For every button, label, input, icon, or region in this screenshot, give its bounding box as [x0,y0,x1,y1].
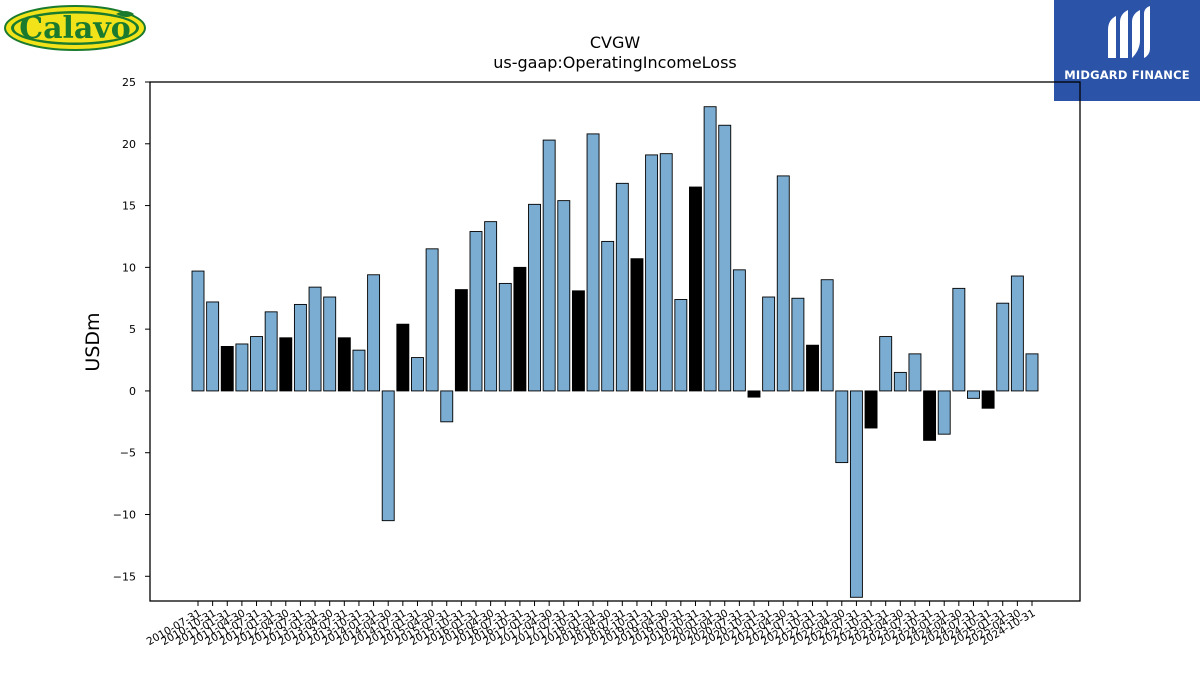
y-tick-label: −5 [120,447,136,460]
bar-2021-04-30 [776,175,790,392]
bar-2010-07-31 [191,270,205,392]
bar-2015-01-31 [411,357,424,392]
bar-2017-04-30 [542,139,556,392]
bar-2019-07-31 [674,299,688,392]
bar-2019-01-31 [645,154,659,392]
bar-2015-10-31 [454,289,468,392]
bars-group [191,106,1039,598]
y-tick-label: 20 [122,138,136,151]
y-tick-label: −15 [113,570,136,583]
bar-2024-07-31 [967,390,980,399]
bar-2018-07-31 [615,182,629,392]
bar-2024-04-30 [952,287,966,392]
bar-2025-04-30 [1010,275,1024,392]
bar-2018-01-31 [586,133,600,392]
bar-2013-07-31 [337,337,351,392]
bar-2018-10-31 [630,258,644,392]
midgard-finance-logo-mark [1108,6,1150,58]
bar-2021-10-31 [806,344,819,392]
y-axis-label: USDm [82,312,104,371]
bar-2017-01-31 [528,203,541,392]
bar-2023-04-30 [893,371,907,392]
midgard-finance-logo: MIDGARD FINANCE [1054,0,1200,101]
bar-2020-01-31 [703,106,717,392]
bar-2017-10-31 [571,290,585,392]
bar-2022-07-31 [849,390,863,598]
bar-2018-04-30 [601,240,615,392]
y-tick-label: 15 [122,200,136,213]
y-axis-ticks: −15 −10 −5 0 5 10 15 20 25 [113,76,150,583]
bar-2010-10-31 [206,301,220,392]
y-tick-label: 5 [129,323,136,336]
bar-2016-04-30 [484,221,498,392]
bar-2022-10-31 [864,390,878,429]
chart-subtitle: us-gaap:OperatingIncomeLoss [493,53,737,72]
bar-2016-07-31 [498,282,512,392]
calavo-logo-text: Calavo [19,11,131,46]
bar-2013-01-31 [308,286,322,392]
plot-area-frame [149,81,1081,602]
bar-2012-07-31 [293,303,307,392]
bar-2019-10-31 [689,186,702,392]
calavo-logo-graphic: Calavo [4,5,146,51]
bar-2015-07-31 [440,390,454,423]
chart-title: CVGW [590,33,641,52]
bar-2017-07-31 [557,200,571,392]
bar-2020-04-30 [718,124,732,392]
bar-2019-04-30 [659,153,673,392]
bar-2011-07-31 [250,336,263,392]
bar-2020-10-31 [747,390,761,398]
y-tick-label: −10 [113,509,136,522]
bar-2014-07-31 [396,323,410,392]
midgard-finance-logo-text: MIDGARD FINANCE [1064,68,1190,82]
bar-2021-01-31 [762,296,776,392]
bar-2024-01-31 [937,390,951,435]
bar-2022-01-31 [820,279,834,392]
bar-2012-04-30 [279,337,293,392]
bar-2014-01-31 [367,274,381,392]
x-axis-ticks: 2010-07-312010-10-312011-01-312011-04-30… [145,601,1038,648]
bar-2023-07-31 [908,353,922,392]
bar-2016-01-31 [469,231,483,392]
y-tick-label: 0 [129,385,136,398]
bar-2016-10-31 [513,266,527,392]
bar-2014-04-30 [381,390,395,522]
bar-2011-01-31 [220,345,234,392]
bar-2023-01-31 [879,336,893,392]
bar-2025-01-31 [996,302,1010,392]
bar-2020-07-31 [732,269,746,392]
bar-2022-04-30 [835,390,849,464]
bar-2011-04-30 [235,343,249,392]
calavo-logo: Calavo [4,4,146,52]
y-tick-label: 25 [122,76,136,89]
bar-2024-10-31 [981,390,995,409]
bar-2012-01-31 [264,311,278,392]
bar-2021-07-31 [791,297,805,392]
bar-2023-10-31 [923,390,937,441]
bar-2013-10-31 [352,349,366,392]
bar-2015-04-30 [425,248,439,392]
bar-2025-07-31 [1025,353,1039,392]
bar-2013-04-30 [323,296,337,392]
y-tick-label: 10 [122,261,136,274]
